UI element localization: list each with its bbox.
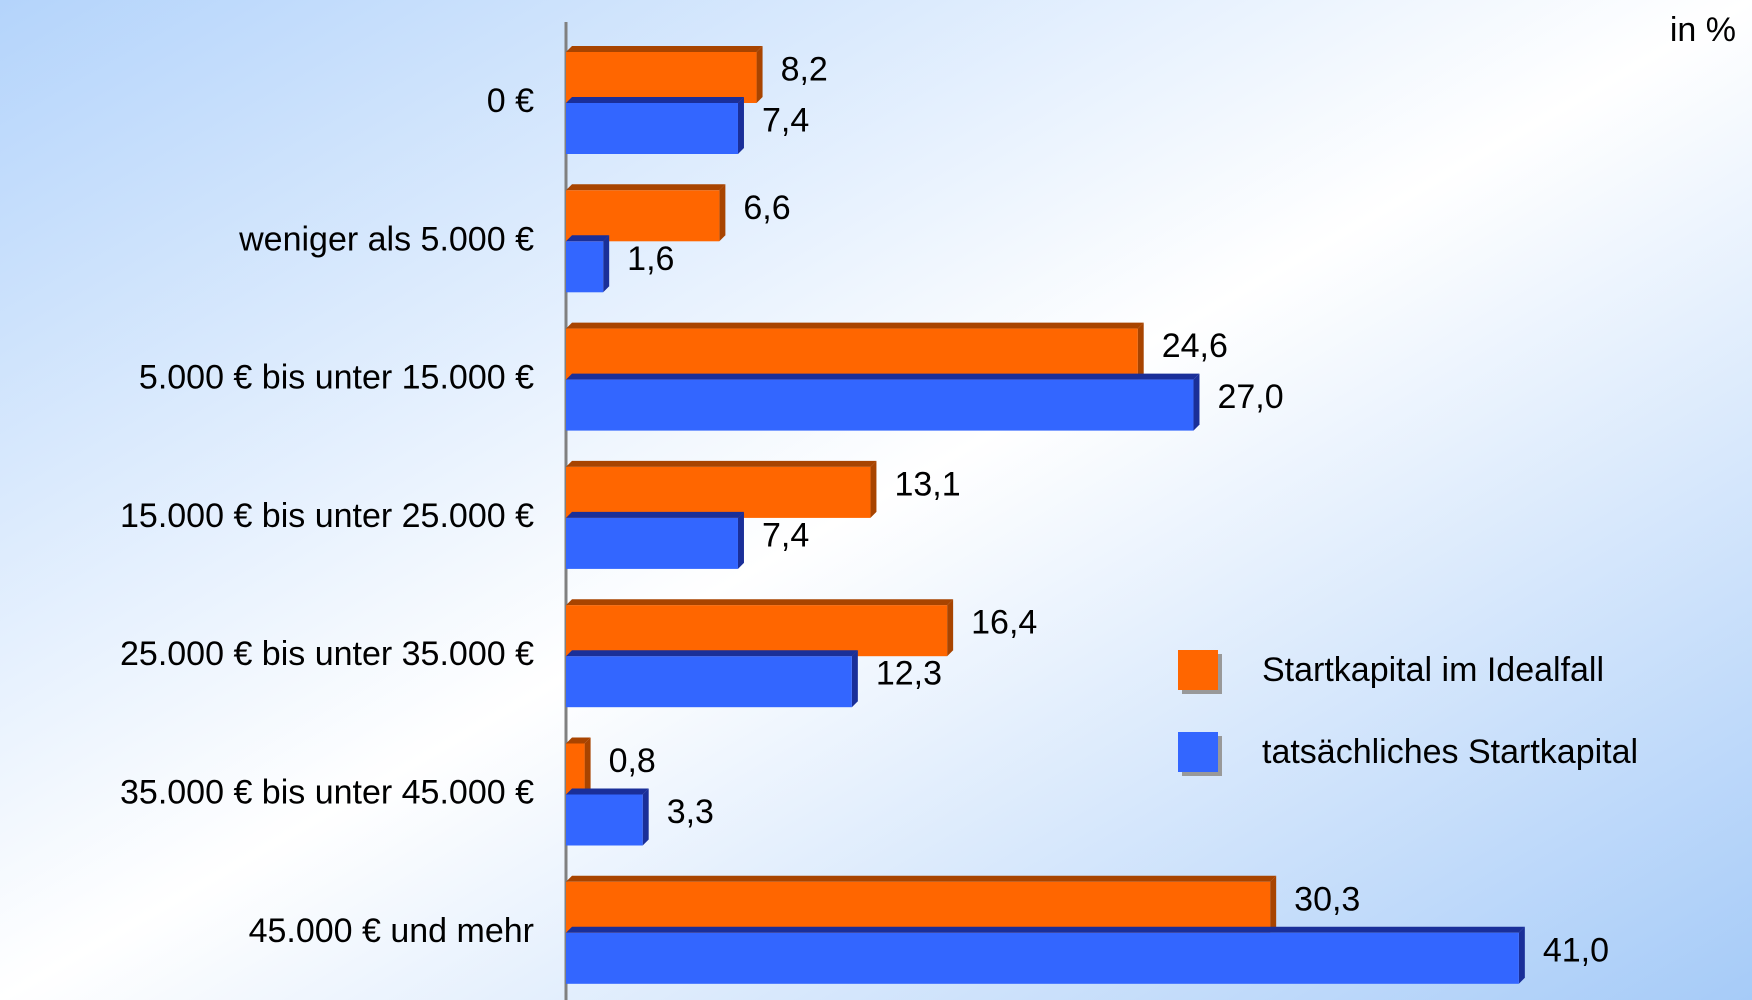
unit-label: in % bbox=[1670, 11, 1736, 49]
value-label: 1,6 bbox=[627, 240, 674, 278]
bar-side bbox=[1137, 322, 1144, 380]
value-label: 12,3 bbox=[876, 655, 942, 693]
bar bbox=[566, 379, 1194, 431]
bar bbox=[566, 932, 1519, 984]
bar bbox=[566, 466, 871, 518]
bar-top bbox=[566, 875, 1277, 882]
bar-side bbox=[947, 599, 954, 657]
bar bbox=[566, 52, 757, 103]
y-tick-label: 5.000 € bis unter 15.000 € bbox=[139, 359, 534, 397]
value-label: 16,4 bbox=[971, 604, 1037, 642]
value-label: 27,0 bbox=[1217, 378, 1283, 416]
bar-top bbox=[566, 511, 744, 518]
bar bbox=[566, 328, 1138, 380]
bar-side bbox=[756, 46, 763, 103]
bar-top bbox=[566, 460, 877, 467]
bar bbox=[566, 103, 738, 154]
value-label: 3,3 bbox=[667, 793, 714, 831]
legend-swatch bbox=[1178, 732, 1218, 772]
bar-top bbox=[566, 599, 954, 606]
bar-top bbox=[566, 737, 591, 744]
value-label: 7,4 bbox=[762, 516, 809, 554]
bar-top bbox=[566, 650, 858, 657]
bar bbox=[566, 241, 604, 293]
value-label: 8,2 bbox=[781, 50, 828, 88]
bar bbox=[566, 605, 948, 657]
y-tick-label: 25.000 € bis unter 35.000 € bbox=[120, 635, 534, 673]
value-label: 7,4 bbox=[762, 101, 809, 139]
value-label: 13,1 bbox=[894, 465, 960, 503]
bar-side bbox=[719, 184, 726, 242]
bar bbox=[566, 190, 720, 242]
y-tick-label: 35.000 € bis unter 45.000 € bbox=[120, 773, 534, 811]
bar bbox=[566, 743, 585, 795]
bar-top bbox=[566, 926, 1525, 933]
legend-label: tatsächliches Startkapital bbox=[1262, 733, 1638, 771]
bar-top bbox=[566, 373, 1200, 380]
bar-side bbox=[1270, 875, 1277, 933]
bar-top bbox=[566, 184, 726, 191]
bar-side bbox=[1518, 926, 1525, 984]
bar-top bbox=[566, 46, 763, 52]
bar-side bbox=[851, 650, 858, 708]
bar bbox=[566, 517, 738, 569]
legend-swatch bbox=[1178, 650, 1218, 690]
value-label: 0,8 bbox=[609, 742, 656, 780]
bar bbox=[566, 794, 643, 846]
bar-top bbox=[566, 97, 744, 103]
y-tick-label: 45.000 € und mehr bbox=[249, 912, 534, 950]
bar-side bbox=[603, 235, 610, 293]
bar-side bbox=[737, 511, 744, 569]
bar-top bbox=[566, 235, 610, 242]
y-tick-label: 0 € bbox=[487, 82, 534, 120]
bar-side bbox=[1193, 373, 1200, 431]
y-tick-label: 15.000 € bis unter 25.000 € bbox=[120, 497, 534, 535]
bar-side bbox=[584, 737, 591, 795]
value-label: 30,3 bbox=[1294, 880, 1360, 918]
bar-top bbox=[566, 788, 649, 795]
value-label: 6,6 bbox=[743, 189, 790, 227]
bar bbox=[566, 656, 852, 708]
bar bbox=[566, 881, 1271, 933]
bar-top bbox=[566, 322, 1144, 329]
bar-side bbox=[737, 97, 744, 154]
value-label: 41,0 bbox=[1543, 931, 1609, 969]
bar-side bbox=[870, 460, 877, 518]
legend-label: Startkapital im Idealfall bbox=[1262, 651, 1604, 689]
value-label: 24,6 bbox=[1162, 327, 1228, 365]
bar-side bbox=[642, 788, 649, 846]
y-tick-label: weniger als 5.000 € bbox=[238, 220, 534, 258]
